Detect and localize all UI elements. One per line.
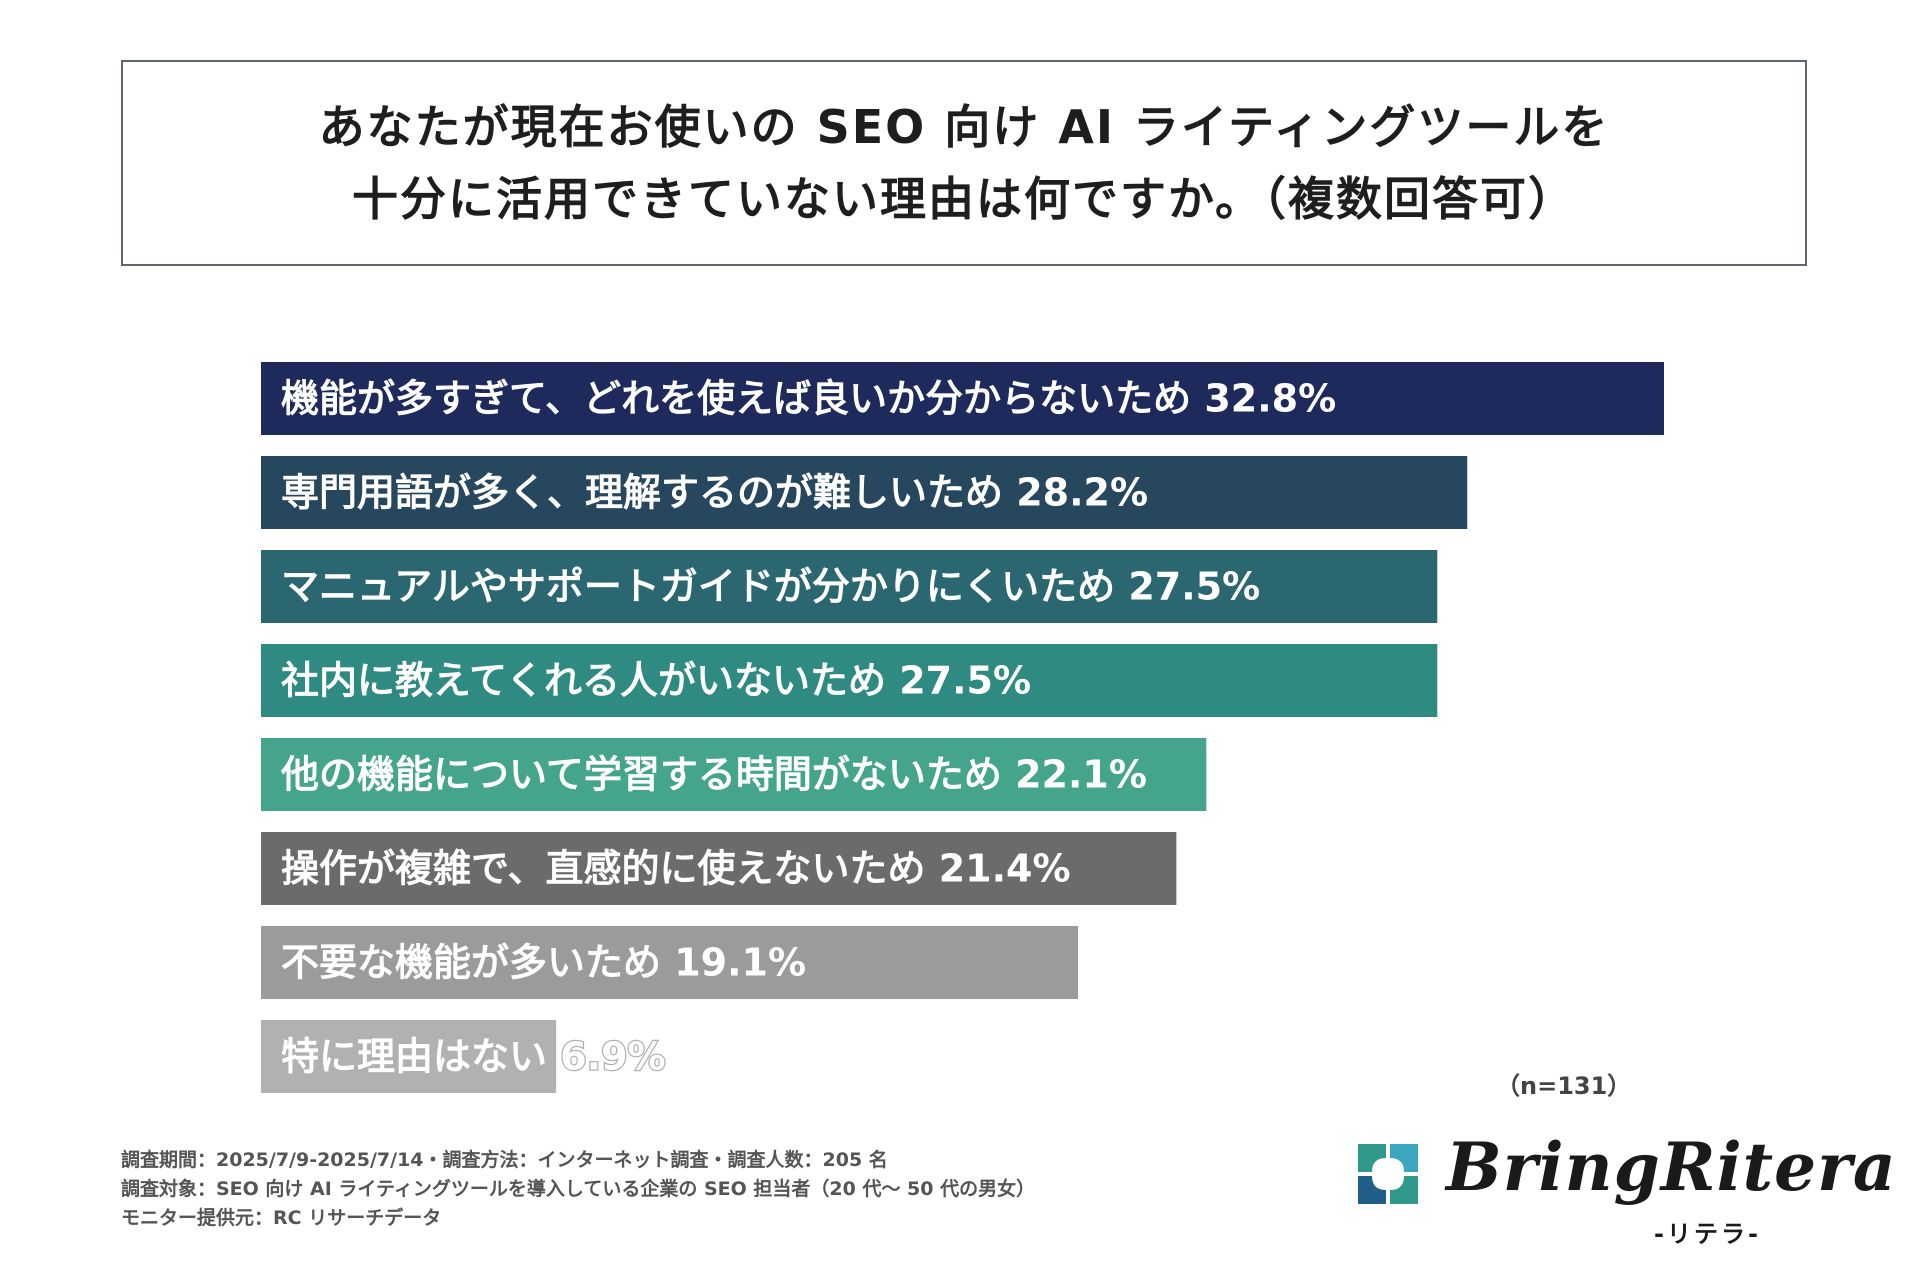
bar-3 bbox=[261, 644, 1438, 717]
logo-text: BringRitera bbox=[1446, 1128, 1897, 1206]
bar-0 bbox=[261, 362, 1664, 435]
survey-footer: 調査期間：2025/7/9-2025/7/14・調査方法：インターネット調査・調… bbox=[121, 1146, 1035, 1233]
logo-subtext: -リテラ- bbox=[1654, 1220, 1761, 1248]
bar-label-5: 操作が複雑で、直感的に使えないため 21.4% bbox=[281, 847, 1071, 891]
title-box: あなたが現在お使いの SEO 向け AI ライティングツールを 十分に活用できて… bbox=[121, 60, 1807, 266]
bar-4 bbox=[261, 738, 1207, 811]
bar-2 bbox=[261, 550, 1438, 623]
bar-category-5: 操作が複雑で、直感的に使えないため bbox=[281, 847, 939, 891]
title-line-1: あなたが現在お使いの SEO 向け AI ライティングツールを bbox=[318, 100, 1610, 154]
bar-value-label-1: 28.2% bbox=[1016, 471, 1148, 515]
bar-label-2: マニュアルやサポートガイドが分かりにくいため 27.5% bbox=[281, 565, 1260, 609]
footer-line-target: 調査対象：SEO 向け AI ライティングツールを導入している企業の SEO 担… bbox=[121, 1178, 1036, 1200]
bar-category-3: 社内に教えてくれる人がいないため bbox=[281, 659, 899, 703]
bar-label-4: 他の機能について学習する時間がないため 22.1% bbox=[280, 753, 1147, 797]
bar-label-7: 特に理由はない 6.9% bbox=[281, 1035, 666, 1079]
title-line-2: 十分に活用できていない理由は何ですか。（複数回答可） bbox=[351, 172, 1577, 226]
bar-category-6: 不要な機能が多いため bbox=[281, 941, 674, 985]
bar-category-2: マニュアルやサポートガイドが分かりにくいため bbox=[281, 565, 1128, 609]
bar-category-0: 機能が多すぎて、どれを使えば良いか分からないため bbox=[281, 377, 1204, 421]
bar-category-1: 専門用語が多く、理解するのが難しいため bbox=[281, 471, 1016, 515]
bar-label-3: 社内に教えてくれる人がいないため 27.5% bbox=[281, 659, 1031, 703]
bar-label-1: 専門用語が多く、理解するのが難しいため 28.2% bbox=[281, 471, 1148, 515]
bar-category-7: 特に理由はない bbox=[281, 1035, 560, 1079]
logo-mark-icon bbox=[1358, 1144, 1418, 1204]
footer-line-monitor: モニター提供元：RC リサーチデータ bbox=[121, 1207, 442, 1229]
sample-size-label: （n=131） bbox=[1496, 1072, 1632, 1100]
bar-value-label-6: 19.1% bbox=[674, 941, 806, 985]
bar-label-6: 不要な機能が多いため 19.1% bbox=[281, 941, 806, 985]
bar-7 bbox=[261, 1020, 557, 1093]
bar-6 bbox=[261, 926, 1078, 999]
bar-value-label-4: 22.1% bbox=[1015, 753, 1147, 797]
bar-value-label-3: 27.5% bbox=[899, 659, 1031, 703]
brand-logo: BringRitera -リテラ- bbox=[1352, 1128, 1896, 1250]
bar-value-label-0: 32.8% bbox=[1204, 377, 1336, 421]
bar-1 bbox=[261, 456, 1468, 529]
bar-value-label-7: 6.9% bbox=[560, 1035, 665, 1079]
bar-value-label-2: 27.5% bbox=[1128, 565, 1260, 609]
footer-line-period: 調査期間：2025/7/9-2025/7/14・調査方法：インターネット調査・調… bbox=[121, 1149, 888, 1171]
bar-category-4: 他の機能について学習する時間がないため bbox=[280, 753, 1015, 797]
bar-value-label-5: 21.4% bbox=[939, 847, 1071, 891]
bar-5 bbox=[261, 832, 1177, 905]
bar-label-0: 機能が多すぎて、どれを使えば良いか分からないため 32.8% bbox=[281, 377, 1336, 421]
